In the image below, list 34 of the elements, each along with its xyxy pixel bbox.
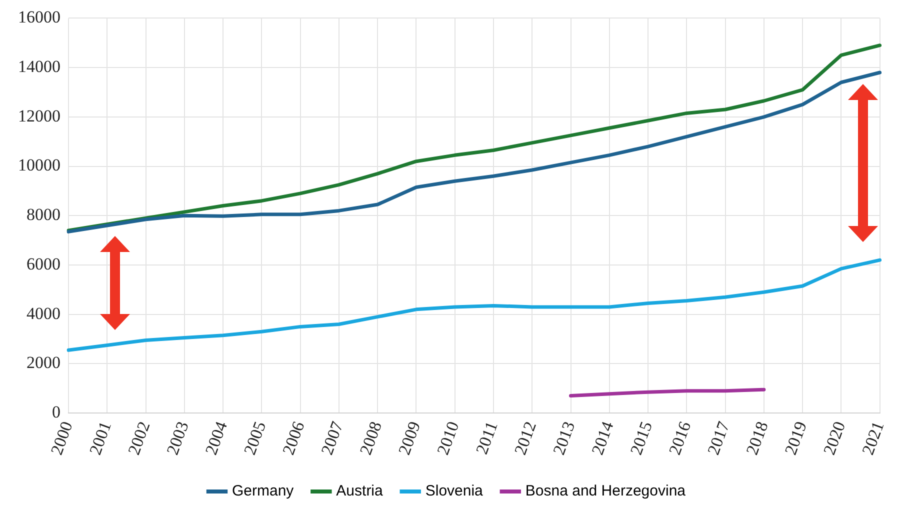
legend-label: Bosna and Herzegovina [525,482,686,500]
x-tick-label: 2001 [86,418,116,458]
y-tick-label: 12000 [18,106,60,126]
x-tick-label: 2015 [626,418,656,458]
x-tick-label: 2004 [202,418,232,458]
y-tick-label: 0 [52,402,60,422]
x-tick-label: 2002 [124,418,154,458]
x-tick-label: 2008 [356,418,386,458]
x-tick-label: 2005 [240,418,270,458]
x-tick-label: 2014 [588,418,618,458]
x-tick-label: 2006 [278,418,308,458]
y-tick-label: 2000 [26,353,60,372]
x-tick-label: 2019 [781,418,811,458]
y-tick-label: 10000 [18,156,60,175]
x-tick-label: 2018 [742,418,772,458]
y-tick-label: 16000 [18,8,60,27]
y-tick-label: 4000 [26,304,60,323]
x-tick-label: 2012 [510,418,540,458]
legend-label: Austria [336,482,384,500]
y-tick-label: 14000 [18,57,60,76]
y-tick-label: 8000 [26,205,60,224]
x-tick-label: 2013 [549,418,579,458]
x-tick-label: 2010 [433,418,463,458]
x-tick-label: 2011 [472,418,502,457]
x-tick-label: 2003 [162,418,192,458]
x-tick-label: 2020 [820,418,850,458]
legend-label: Slovenia [425,482,484,500]
x-tick-label: 2007 [317,418,347,458]
x-tick-label: 2021 [858,418,888,458]
legend-label: Germany [232,482,294,500]
x-tick-label: 2017 [704,418,734,458]
x-tick-label: 2009 [394,418,424,458]
x-tick-label: 2016 [665,418,695,458]
y-tick-label: 6000 [26,254,60,274]
